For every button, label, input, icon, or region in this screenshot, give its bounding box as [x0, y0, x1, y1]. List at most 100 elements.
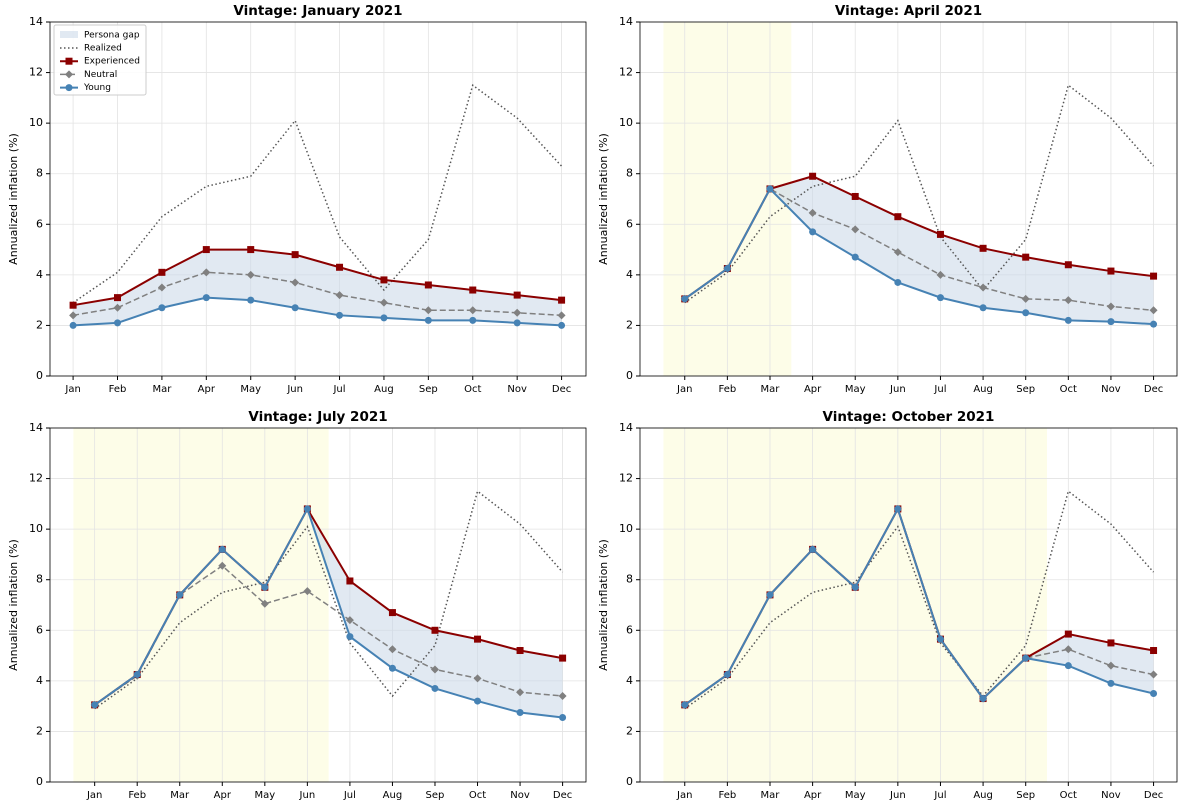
series-line	[94, 506, 563, 719]
x-tick-label: May	[240, 384, 261, 395]
marker-square	[979, 244, 987, 252]
legend-box	[53, 24, 147, 96]
persona-gap	[1025, 634, 1154, 694]
marker-diamond	[379, 298, 388, 307]
x-tick-label: Oct	[1060, 384, 1077, 395]
y-tick-label: 2	[36, 318, 43, 331]
y-tick-label: 6	[626, 217, 633, 230]
x-tick-label: Jul	[933, 790, 946, 801]
marker-diamond	[516, 688, 525, 697]
marker-circle	[513, 319, 521, 327]
marker-diamond	[513, 308, 522, 317]
marker-circle	[113, 319, 121, 327]
y-tick-label: 10	[619, 116, 633, 129]
y-tick-label: 10	[29, 116, 43, 129]
marker-circle	[303, 505, 311, 513]
x-tick-label: Dec	[553, 790, 572, 801]
y-tick-label: 6	[36, 623, 43, 636]
marker-circle	[469, 316, 477, 324]
marker-circle	[431, 684, 439, 692]
marker-square	[1064, 630, 1072, 638]
x-tick-label: Jan	[676, 384, 692, 395]
marker-diamond	[246, 270, 255, 279]
marker-diamond	[936, 270, 945, 279]
plot-frame	[49, 427, 587, 783]
x-tick-label: Nov	[507, 384, 527, 395]
x-tick-label: Jan	[676, 790, 692, 801]
marker-square	[474, 635, 482, 643]
marker-square	[513, 291, 521, 299]
marker-diamond	[424, 306, 433, 315]
y-axis-label: Annualized inflation (%)	[7, 539, 20, 671]
x-tick-label: Jun	[286, 384, 303, 395]
plot-frame	[639, 427, 1178, 783]
x-tick-label: Jan	[64, 384, 80, 395]
x-tick-label: Jun	[299, 790, 316, 801]
marker-diamond	[69, 311, 78, 320]
legend-label: Experienced	[84, 57, 140, 67]
marker-circle	[1022, 654, 1030, 662]
y-tick-label: 6	[626, 623, 633, 636]
marker-circle	[1107, 679, 1115, 687]
marker-circle	[809, 228, 817, 236]
marker-circle	[851, 583, 859, 591]
persona-gap	[769, 176, 1154, 325]
series-line	[684, 187, 1154, 326]
legend-label: Young	[83, 83, 111, 93]
y-tick-label: 8	[626, 573, 633, 586]
persona-gap	[73, 249, 562, 326]
x-tick-label: May	[845, 790, 866, 801]
marker-circle	[559, 714, 567, 722]
panel: 0 2 4 6 8 10 12 14 Jan Feb Mar Apr May Jun Jul Aug Sep Oc…	[7, 3, 587, 395]
marker-square	[1107, 639, 1115, 647]
y-tick-label: 4	[36, 268, 43, 281]
marker-circle	[91, 701, 99, 709]
marker-diamond	[808, 208, 817, 217]
x-tick-label: Mar	[170, 790, 190, 801]
y-axis-label: Annualized inflation (%)	[597, 539, 610, 671]
marker-square	[202, 246, 210, 254]
marker-square	[1150, 272, 1158, 280]
series-line	[72, 271, 562, 317]
legend-label: Neutral	[84, 70, 117, 80]
plot-frame	[639, 21, 1178, 377]
x-tick-label: Sep	[1016, 790, 1035, 801]
marker-circle	[261, 583, 269, 591]
marker-square	[380, 276, 388, 284]
x-tick-label: Apr	[214, 790, 232, 801]
x-tick-label: Oct	[464, 384, 481, 395]
marker-square	[1150, 647, 1158, 655]
x-tick-label: Sep	[426, 790, 445, 801]
marker-square	[291, 251, 299, 259]
marker-diamond	[1106, 661, 1115, 670]
marker-circle	[176, 591, 184, 599]
x-tick-label: Aug	[973, 384, 993, 395]
marker-square	[336, 263, 344, 271]
x-tick-label: Feb	[719, 384, 737, 395]
marker-diamond	[1064, 645, 1073, 654]
marker-diamond	[388, 645, 397, 654]
marker-circle	[979, 304, 987, 312]
marker-square	[851, 192, 859, 200]
y-tick-label: 0	[36, 369, 43, 382]
observed-shade	[73, 428, 329, 782]
marker-circle	[766, 185, 774, 193]
marker-diamond	[303, 587, 312, 596]
marker-diamond	[65, 70, 73, 79]
x-tick-label: Mar	[152, 384, 172, 395]
marker-diamond	[345, 616, 354, 625]
x-tick-label: Apr	[804, 384, 822, 395]
x-tick-label: Mar	[761, 384, 781, 395]
x-tick-label: Feb	[128, 790, 146, 801]
y-tick-label: 10	[619, 522, 633, 535]
persona-gap	[307, 508, 563, 718]
marker-circle	[336, 311, 344, 319]
series-line	[73, 296, 562, 327]
series-line	[684, 506, 1154, 706]
marker-square	[469, 286, 477, 294]
x-tick-label: May	[845, 384, 866, 395]
y-tick-label: 10	[29, 522, 43, 535]
marker-circle	[133, 671, 141, 679]
x-tick-label: Nov	[510, 790, 530, 801]
x-tick-label: Oct	[1060, 790, 1077, 801]
